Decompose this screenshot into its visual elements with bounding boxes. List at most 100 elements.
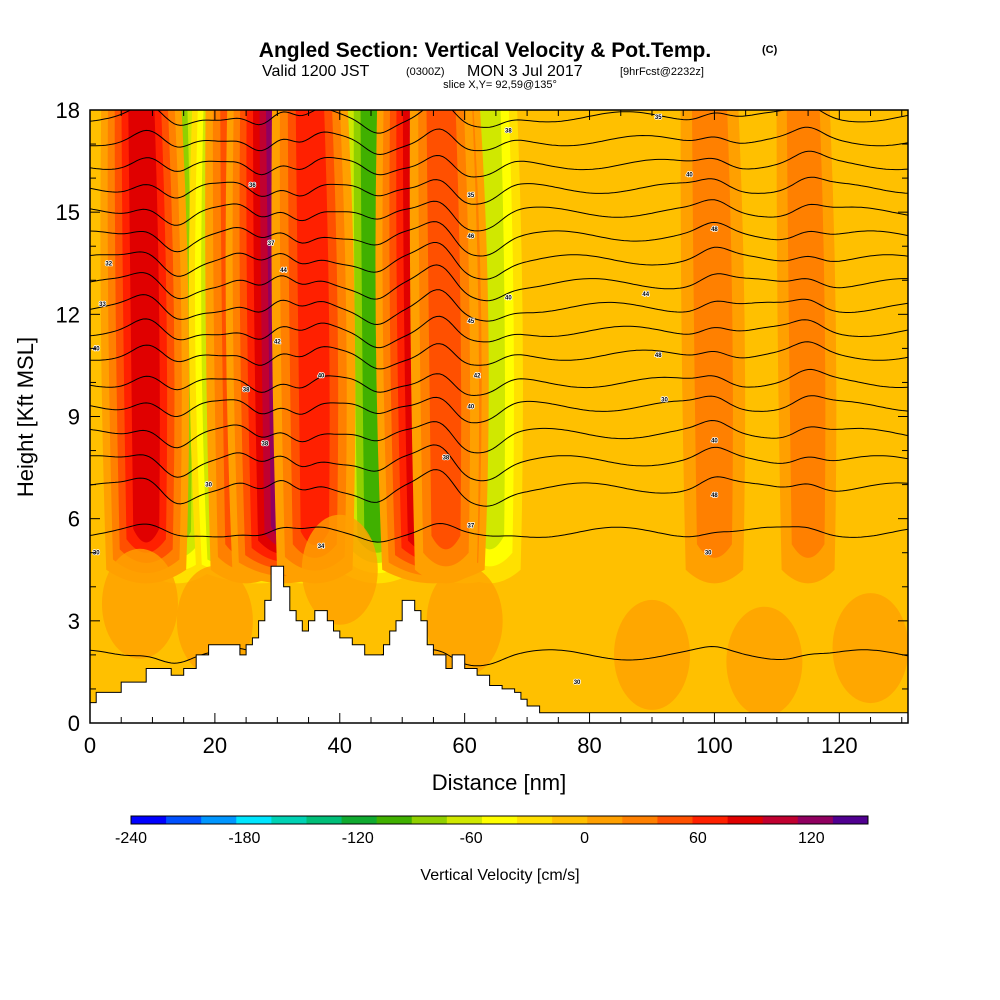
theta-contour-line — [90, 221, 908, 257]
y-tick-label: 3 — [68, 609, 80, 634]
colorbar-swatch — [166, 816, 202, 824]
colorbar-title: Vertical Velocity [cm/s] — [420, 867, 579, 884]
theta-contour-label: 40 — [686, 173, 693, 179]
x-axis-title: Distance [nm] — [432, 770, 567, 795]
terrain-mask — [90, 565, 908, 723]
theta-contour-line — [90, 126, 908, 156]
theta-contour-line — [90, 176, 908, 205]
colorbar-tick-label: 60 — [689, 830, 707, 847]
updraft-band — [691, 110, 733, 558]
velocity-patch — [832, 593, 908, 704]
x-tick-label: 100 — [696, 733, 733, 758]
x-tick-label: 20 — [203, 733, 227, 758]
theta-contour-label: 32 — [105, 261, 112, 267]
theta-contour-line — [90, 315, 908, 349]
theta-contour-label: 42 — [274, 340, 281, 346]
colorbar-swatch — [481, 816, 518, 824]
theta-contour-label: 38 — [243, 387, 250, 393]
x-axis: 0 20 40 60 80 100 120 — [84, 110, 903, 758]
colorbar-swatch — [727, 816, 764, 824]
updraft-band — [426, 110, 462, 550]
theta-contour-line — [90, 368, 908, 397]
colorbar-frame — [130, 815, 869, 825]
contour-labels: 30 32 33 40 36 37 44 42 40 38 38 30 34 35 46 45 42 40 38 37… — [92, 114, 719, 687]
colorbar-swatch — [271, 816, 307, 824]
theta-contour-label: 35 — [655, 115, 662, 121]
x-tick-label: 0 — [84, 733, 96, 758]
colorbar-swatch — [201, 816, 237, 824]
theta-contour-label: 30 — [661, 397, 668, 403]
theta-contour-line — [90, 469, 908, 507]
colorbar-tick-label: -60 — [460, 830, 483, 847]
plot-area: 30 32 33 40 36 37 44 42 40 38 38 30 34 35 46 45 42 40 38 37… — [90, 110, 908, 723]
colorbar-swatch — [411, 816, 448, 824]
theta-contour-label: 40 — [468, 404, 475, 410]
potential-temperature-contours — [90, 110, 908, 667]
theta-contour-label: 36 — [249, 183, 256, 189]
colorbar-swatch — [552, 816, 588, 824]
updraft-band — [786, 110, 826, 558]
colorbar-swatch — [622, 816, 658, 824]
velocity-patch — [613, 599, 690, 710]
theta-contour-label: 30 — [93, 551, 100, 557]
colorbar-swatch — [517, 816, 553, 824]
colorbar-swatch — [692, 816, 729, 824]
valid-time-utc: (0300Z) — [406, 66, 445, 78]
y-tick-label: 12 — [56, 302, 80, 327]
colorbar-tick-label: 0 — [580, 830, 589, 847]
theta-contour-label: 45 — [468, 319, 475, 325]
theta-contour-line — [90, 522, 908, 543]
velocity-patch — [301, 514, 378, 625]
theta-contour-label: 40 — [318, 374, 325, 380]
theta-contour-label: 40 — [711, 438, 718, 444]
theta-contour-label: 44 — [280, 268, 287, 274]
velocity-patch — [726, 606, 803, 717]
theta-contour-label: 30 — [205, 483, 212, 489]
chart-title-suffix: (C) — [762, 44, 778, 56]
theta-contour-label: 38 — [505, 128, 512, 134]
colorbar-swatch — [376, 816, 413, 824]
colorbar-tick-labels: -240 -180 -120 -60 0 60 120 — [115, 830, 825, 847]
colorbar-swatch — [832, 816, 869, 824]
colorbar-tick-label: 120 — [798, 830, 825, 847]
colorbar-swatch — [236, 816, 272, 824]
y-tick-label: 9 — [68, 405, 80, 430]
y-tick-label: 18 — [56, 98, 80, 123]
updraft-band — [128, 110, 160, 543]
theta-contour-line — [90, 444, 908, 482]
theta-contour-line — [90, 199, 908, 232]
colorbar-swatch — [341, 816, 378, 824]
colorbar-swatch — [306, 816, 343, 824]
theta-contour-label: 35 — [468, 193, 475, 199]
theta-contour-label: 42 — [474, 374, 481, 380]
valid-date: MON 3 Jul 2017 — [467, 63, 583, 80]
theta-contour-line — [90, 419, 908, 454]
theta-contour-line — [90, 341, 908, 370]
theta-contour-label: 34 — [318, 544, 325, 550]
theta-contour-line — [90, 289, 908, 326]
colorbar-tick-label: -120 — [342, 830, 374, 847]
x-tick-label: 80 — [577, 733, 601, 758]
updraft-band — [295, 110, 330, 546]
theta-contour-label: 46 — [468, 234, 475, 240]
theta-contour-label: 48 — [711, 493, 718, 499]
theta-contour-label: 48 — [711, 227, 718, 233]
theta-contour-line — [90, 395, 908, 424]
y-tick-label: 0 — [68, 711, 80, 736]
colorbar-swatch — [762, 816, 799, 824]
x-tick-label: 40 — [328, 733, 352, 758]
theta-contour-label: 30 — [574, 680, 581, 686]
forecast-info: [9hrFcst@2232z] — [620, 66, 704, 78]
x-tick-label: 120 — [821, 733, 858, 758]
theta-contour-line — [90, 242, 908, 280]
theta-contour-label: 44 — [642, 292, 649, 298]
colorbar-swatch — [131, 816, 167, 824]
y-axis-title: Height [Kft MSL] — [13, 337, 38, 497]
theta-contour-label: 38 — [261, 442, 268, 448]
colorbar-swatch — [657, 816, 694, 824]
theta-contour-label: 33 — [99, 302, 106, 308]
theta-contour-label: 40 — [93, 346, 100, 352]
velocity-patch — [101, 548, 178, 659]
